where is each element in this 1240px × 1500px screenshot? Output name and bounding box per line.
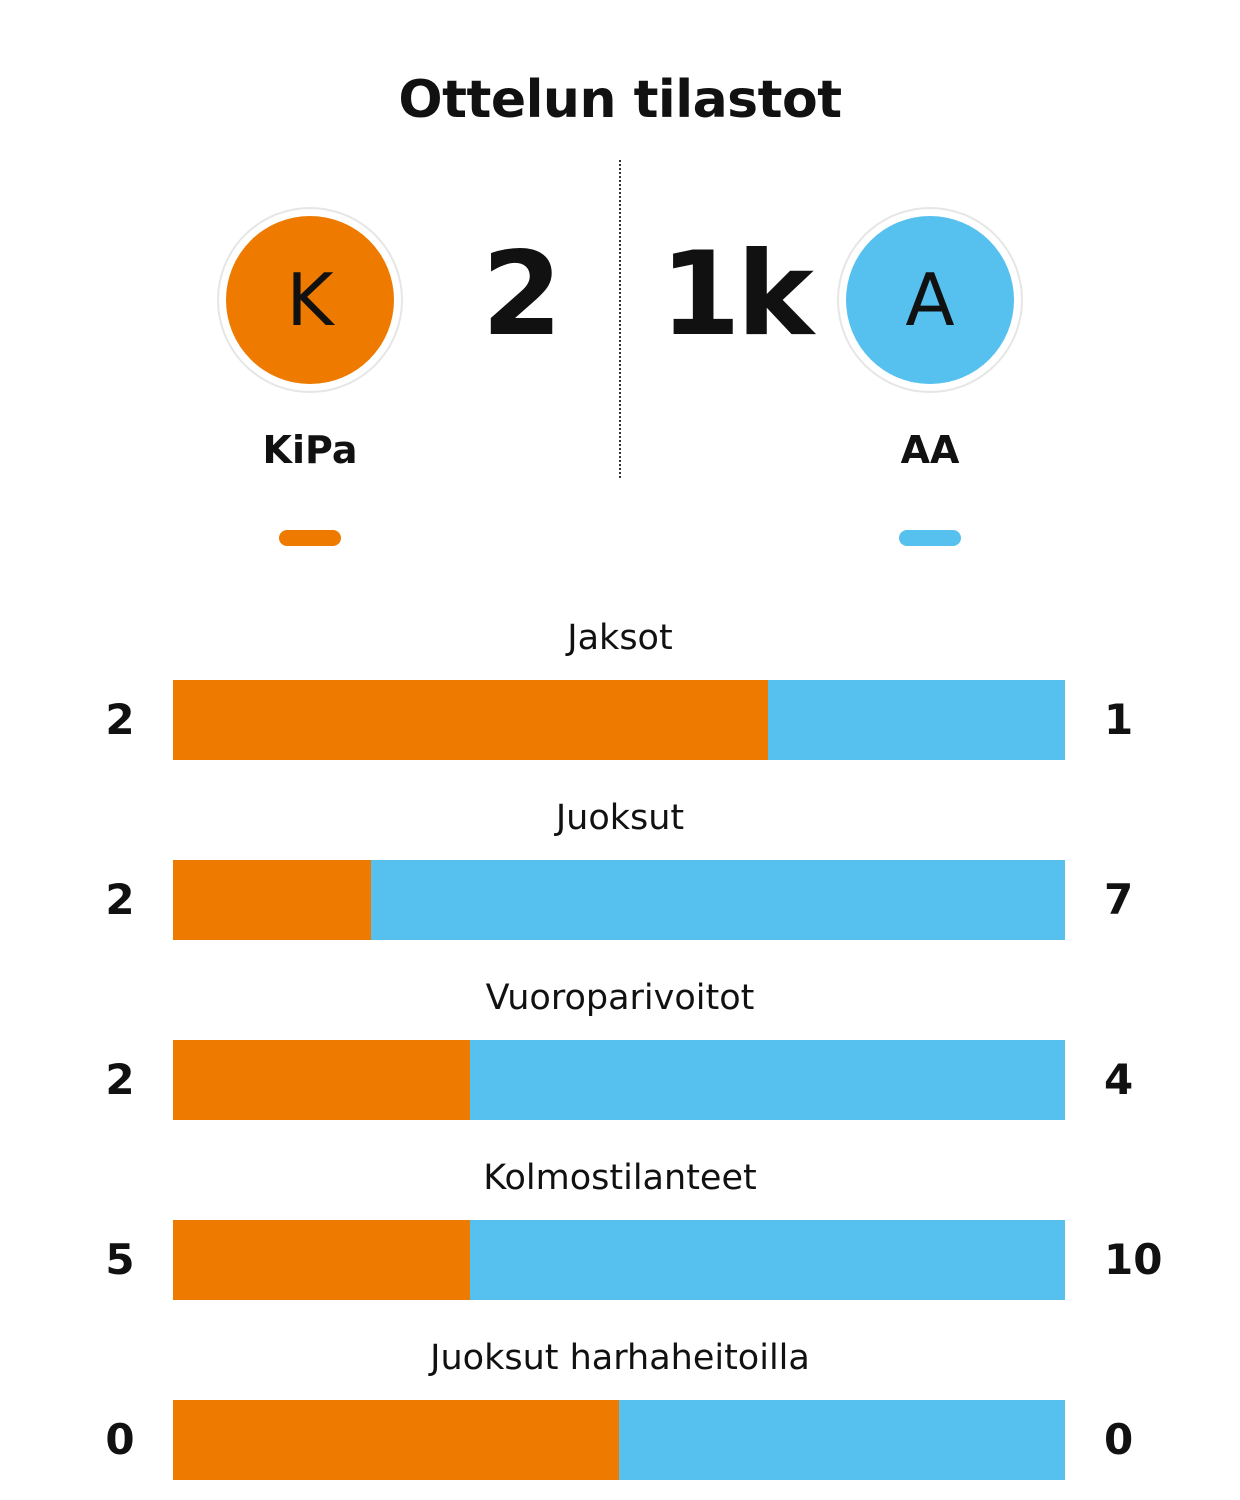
home-bar-segment xyxy=(173,1400,619,1480)
away-stat-value: 0 xyxy=(1104,1415,1134,1464)
home-stat-value: 2 xyxy=(105,695,135,744)
home-team-name: KiPa xyxy=(262,428,358,472)
stat-bar xyxy=(173,1220,1065,1300)
away-stat-value: 4 xyxy=(1104,1055,1134,1104)
stat-bar xyxy=(173,1400,1065,1480)
home-stat-value: 5 xyxy=(105,1235,135,1284)
away-bar-segment xyxy=(470,1220,1065,1300)
away-team-name: AA xyxy=(900,428,960,472)
away-bar-segment xyxy=(371,860,1065,940)
stat-label: Vuoroparivoitot xyxy=(485,978,755,1018)
stat-label: Juoksut harhaheitoilla xyxy=(430,1338,810,1378)
home-bar-segment xyxy=(173,1220,471,1300)
stat-bar xyxy=(173,1040,1065,1120)
stat-label: Kolmostilanteet xyxy=(483,1158,757,1198)
away-logo-letter: A xyxy=(846,216,1014,384)
away-bar-segment xyxy=(619,1400,1065,1480)
away-stat-value: 10 xyxy=(1104,1235,1163,1284)
stat-bar xyxy=(173,860,1065,940)
away-bar-segment xyxy=(470,1040,1065,1120)
away-score: 1k xyxy=(660,227,814,362)
home-team-logo: K xyxy=(217,207,403,393)
stat-label: Jaksot xyxy=(567,618,673,658)
away-stat-value: 1 xyxy=(1104,695,1134,744)
score-divider xyxy=(619,160,621,478)
away-bar-segment xyxy=(767,680,1065,760)
away-stat-value: 7 xyxy=(1104,875,1134,924)
stat-bar xyxy=(173,680,1065,760)
home-stat-value: 2 xyxy=(105,875,135,924)
home-stat-value: 0 xyxy=(105,1415,135,1464)
away-color-marker xyxy=(899,530,961,546)
home-stat-value: 2 xyxy=(105,1055,135,1104)
page-title: Ottelun tilastot xyxy=(398,70,842,130)
away-team-logo: A xyxy=(837,207,1023,393)
home-bar-segment xyxy=(173,680,768,760)
home-score: 2 xyxy=(481,227,563,362)
home-bar-segment xyxy=(173,860,372,940)
stat-label: Juoksut xyxy=(555,798,685,838)
home-color-marker xyxy=(279,530,341,546)
home-bar-segment xyxy=(173,1040,471,1120)
home-logo-letter: K xyxy=(226,216,394,384)
